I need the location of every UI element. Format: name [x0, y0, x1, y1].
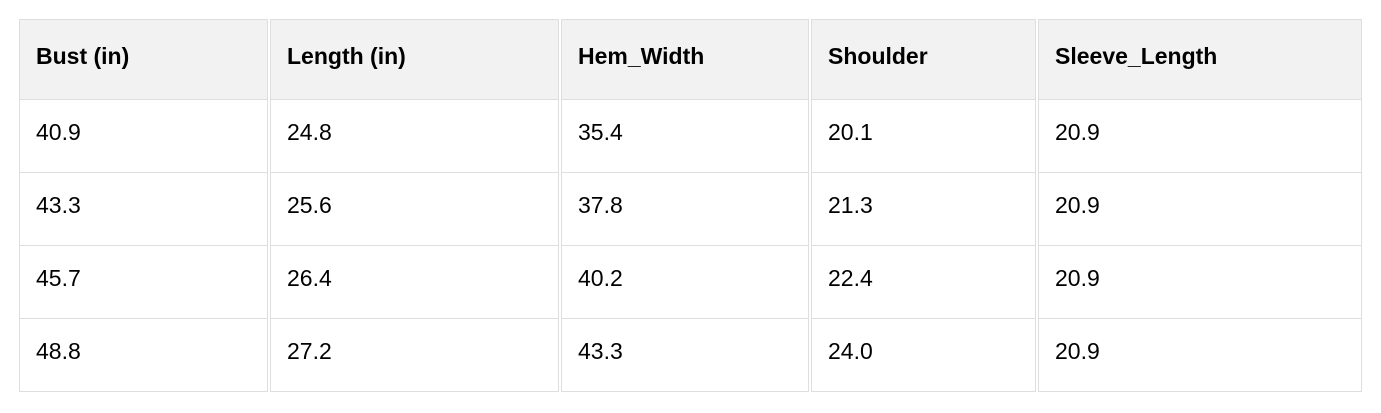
table-cell: 20.9: [1038, 319, 1362, 392]
column-header-hem-width: Hem_Width: [561, 19, 809, 100]
table-cell: 21.3: [811, 173, 1036, 246]
table-cell: 37.8: [561, 173, 809, 246]
table-header-row: Bust (in) Length (in) Hem_Width Shoulder Sle…: [19, 19, 1362, 100]
table-cell: 43.3: [561, 319, 809, 392]
table-cell: 40.9: [19, 100, 268, 173]
table-cell: 20.9: [1038, 246, 1362, 319]
table-cell: 27.2: [270, 319, 559, 392]
table-cell: 26.4: [270, 246, 559, 319]
table-cell: 20.9: [1038, 173, 1362, 246]
table-cell: 45.7: [19, 246, 268, 319]
table-row: 40.9 24.8 35.4 20.1 20.9: [19, 100, 1362, 173]
table-cell: 24.8: [270, 100, 559, 173]
table-cell: 20.9: [1038, 100, 1362, 173]
table-row: 45.7 26.4 40.2 22.4 20.9: [19, 246, 1362, 319]
column-header-length-in: Length (in): [270, 19, 559, 100]
table-cell: 25.6: [270, 173, 559, 246]
table-cell: 40.2: [561, 246, 809, 319]
table-cell: 48.8: [19, 319, 268, 392]
table-row: 43.3 25.6 37.8 21.3 20.9: [19, 173, 1362, 246]
column-header-shoulder: Shoulder: [811, 19, 1036, 100]
table-row: 48.8 27.2 43.3 24.0 20.9: [19, 319, 1362, 392]
table-cell: 35.4: [561, 100, 809, 173]
table-cell: 24.0: [811, 319, 1036, 392]
column-header-sleeve-length: Sleeve_Length: [1038, 19, 1362, 100]
column-header-bust-in: Bust (in): [19, 19, 268, 100]
table-cell: 22.4: [811, 246, 1036, 319]
table-cell: 43.3: [19, 173, 268, 246]
size-chart-table: Bust (in) Length (in) Hem_Width Shoulder Sle…: [17, 19, 1364, 392]
table-cell: 20.1: [811, 100, 1036, 173]
